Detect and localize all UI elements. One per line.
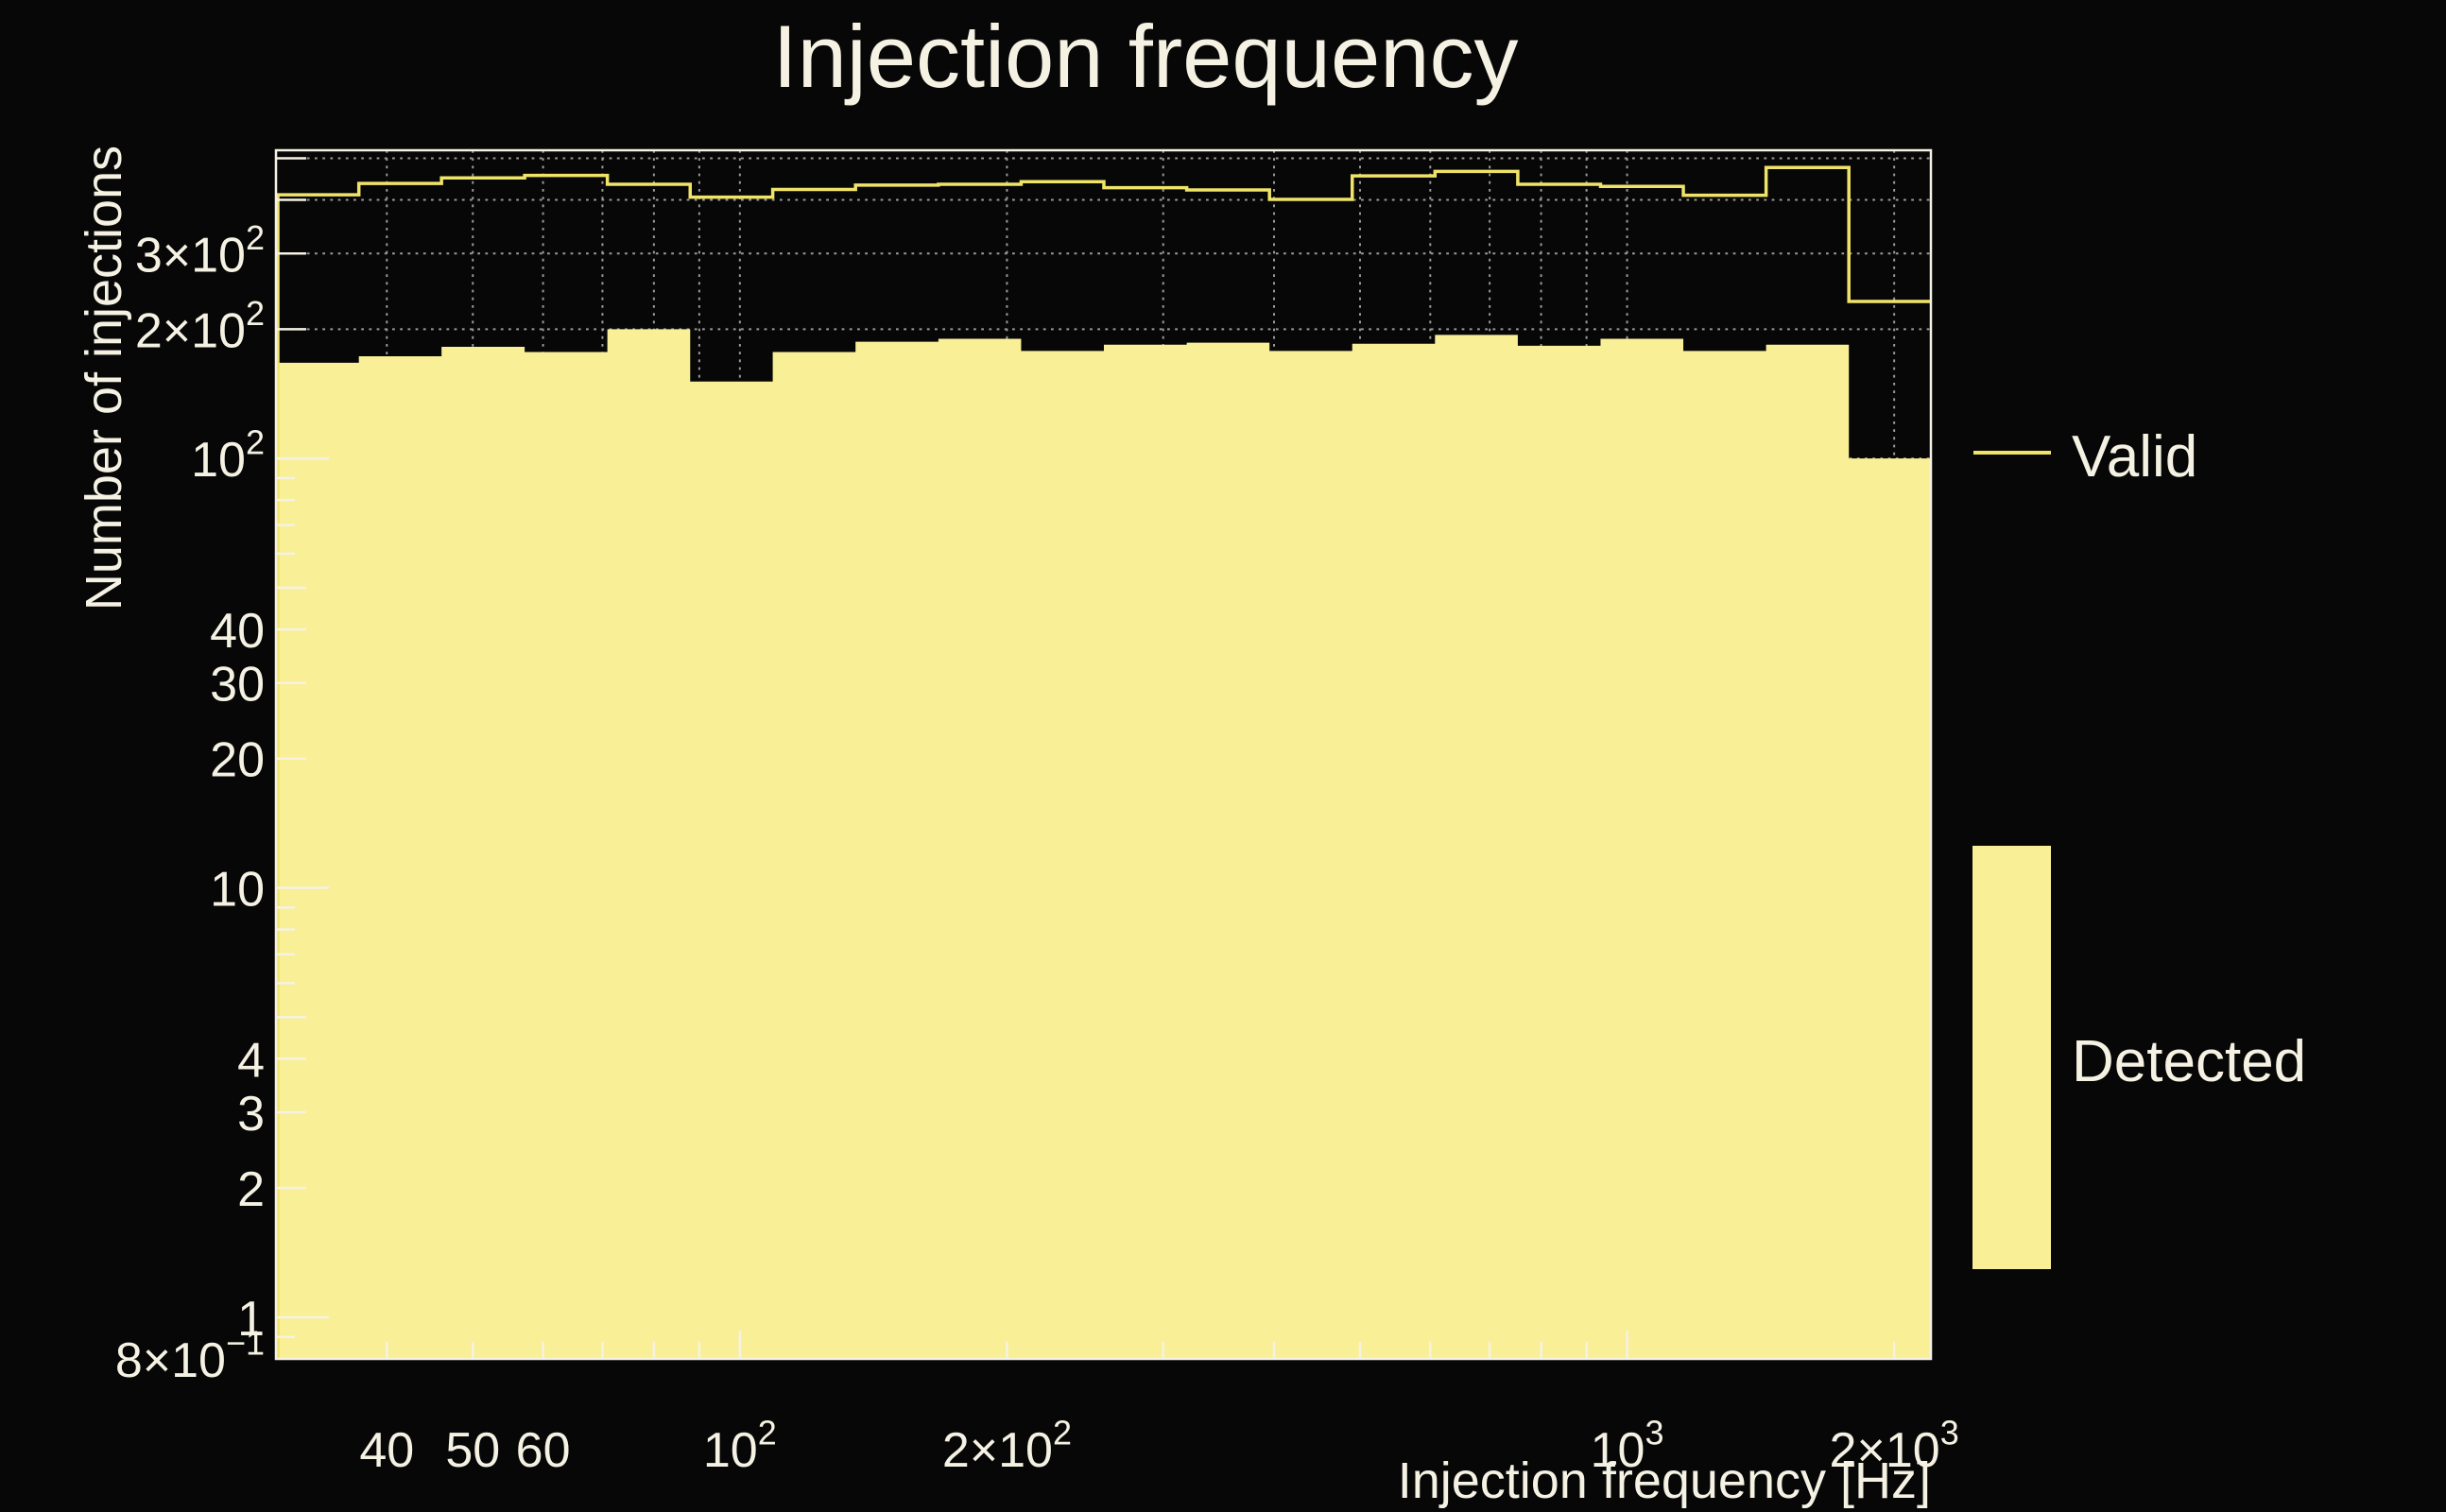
tick-label: 102: [703, 1414, 777, 1478]
tick-label: 103: [1591, 1414, 1664, 1478]
tick-label: 30: [210, 658, 265, 713]
tick-label: 4: [237, 1033, 265, 1088]
detected-legend-box-swatch: [1972, 846, 2051, 1269]
tick-label: 40: [210, 604, 265, 659]
detected-fill-histogram: [276, 329, 1931, 1359]
plot-frame: [274, 148, 1933, 1361]
tick-label: 60: [516, 1423, 571, 1478]
tick-label: 2: [237, 1162, 265, 1217]
valid-legend-label: Valid: [2072, 424, 2197, 490]
detected-legend-label: Detected: [2072, 1029, 2306, 1094]
chart-title: Injection frequency: [772, 7, 1518, 106]
axis-tick-labels: 40 50 60 102 2×102 103 2×1033×1022×10210240302…: [115, 218, 1959, 1478]
tick-label: 1: [237, 1292, 265, 1347]
x-axis-title: Injection frequency [Hz]: [1398, 1452, 1931, 1509]
tick-label: 50: [445, 1423, 500, 1478]
y-axis-title: Number of injections: [76, 146, 132, 610]
tick-label: 40: [359, 1423, 414, 1478]
tick-label: 20: [210, 733, 265, 788]
valid-step-histogram: [276, 165, 1931, 1359]
tick-label: 2×102: [135, 294, 265, 358]
tick-label: 8×10−1: [115, 1324, 265, 1388]
tick-label: 10: [210, 863, 265, 918]
tick-label: 102: [191, 423, 265, 488]
tick-label: 3×102: [135, 218, 265, 283]
tick-label: 2×102: [942, 1414, 1072, 1478]
legend: Valid Detected: [1972, 424, 2306, 1269]
tick-label: 2×103: [1830, 1414, 1959, 1478]
axis-ticks: [276, 157, 1896, 1359]
tick-label: 3: [237, 1087, 265, 1142]
